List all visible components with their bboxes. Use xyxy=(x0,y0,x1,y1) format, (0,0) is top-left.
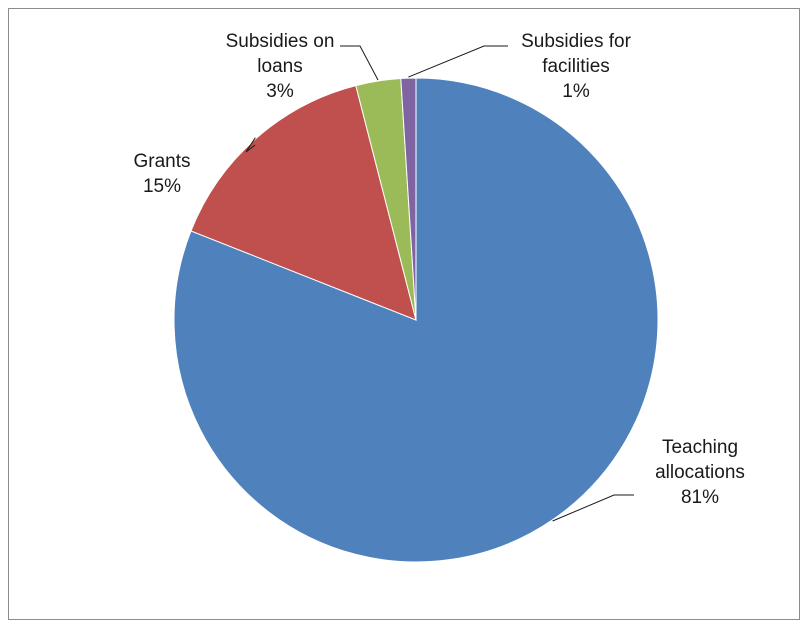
label-percent-teaching-allocations: 81% xyxy=(681,487,719,508)
leader-line-subsidies-on-loans xyxy=(340,45,379,81)
data-label-teaching-allocations: Teaching allocations 81% xyxy=(552,437,745,522)
label-text-teaching-allocations: Teaching xyxy=(662,437,738,458)
pie-slice-subsidies-for-facilities xyxy=(400,77,417,321)
leader-line-subsidies-for-facilities xyxy=(408,45,508,78)
leader-line-grants xyxy=(245,137,256,153)
pie-slice-teaching-allocations xyxy=(173,77,659,563)
data-label-subsidies-for-facilities: Subsidies for facilities 1% xyxy=(408,31,632,102)
data-label-subsidies-on-loans: Subsidies on loans 3% xyxy=(226,31,379,102)
label-text-subsidies-for-facilities: facilities xyxy=(542,56,610,77)
leader-line-teaching-allocations xyxy=(552,494,634,522)
label-text-subsidies-on-loans: Subsidies on xyxy=(226,31,335,52)
label-text-teaching-allocations: allocations xyxy=(655,462,745,483)
label-percent-grants: 15% xyxy=(143,176,181,197)
label-text-grants: Grants xyxy=(133,151,190,172)
data-label-grants: Grants 15% xyxy=(133,137,256,197)
label-text-subsidies-for-facilities: Subsidies for xyxy=(521,31,632,52)
labels-layer: Teaching allocations 81% Grants 15% Subsidies… xyxy=(133,31,745,522)
label-percent-subsidies-for-facilities: 1% xyxy=(562,81,590,102)
label-text-subsidies-on-loans: loans xyxy=(257,56,302,77)
slices-layer xyxy=(173,77,659,563)
pie-slice-grants xyxy=(190,84,417,321)
label-percent-subsidies-on-loans: 3% xyxy=(266,81,294,102)
